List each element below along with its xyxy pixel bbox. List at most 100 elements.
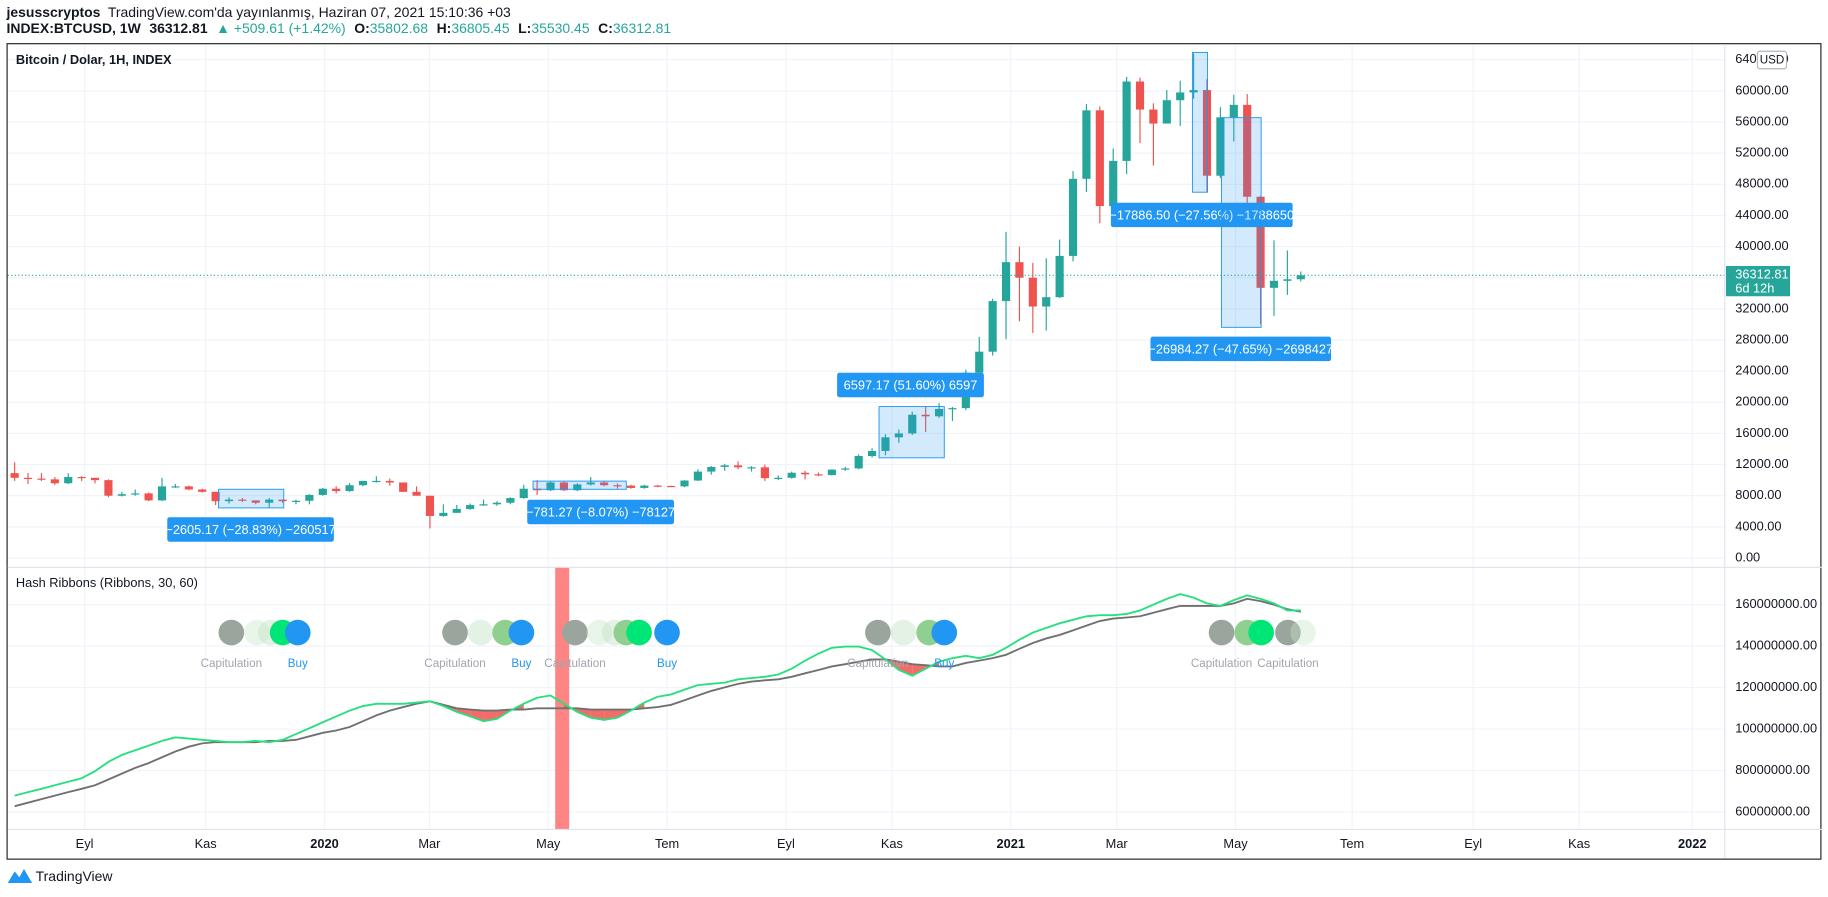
signal-dot — [1275, 619, 1301, 646]
candle-body — [1283, 279, 1292, 281]
candle-body — [278, 499, 287, 502]
signal-dot — [508, 619, 535, 646]
ohlc-label: C: — [598, 20, 613, 36]
x-tick-label: May — [536, 836, 561, 851]
candle-body — [318, 488, 327, 495]
candle-body — [1042, 297, 1051, 307]
candle-body — [144, 493, 153, 501]
candle-body — [251, 500, 260, 503]
measure-label-box — [837, 372, 984, 398]
candle-body — [332, 488, 341, 492]
candle-body — [1149, 109, 1158, 124]
candle-body — [600, 482, 609, 486]
low-value: 35530.45 — [531, 20, 589, 36]
candle-body — [385, 480, 394, 483]
currency-label: USD — [1760, 54, 1785, 67]
candle-body — [881, 437, 890, 451]
signal-label: Buy — [934, 657, 954, 670]
indicator-title: Hash Ribbons (Ribbons, 30, 60) — [16, 575, 198, 590]
candle-body — [399, 482, 408, 492]
candle-body — [1068, 178, 1078, 256]
candle-body — [934, 408, 944, 417]
candle-body — [305, 494, 314, 501]
signal-dot — [654, 619, 680, 646]
candle-body — [948, 408, 957, 410]
signal-dot — [1290, 619, 1316, 646]
signal-label: Capitulation — [424, 657, 485, 670]
signal-band — [555, 567, 570, 830]
candle-body — [1296, 275, 1305, 280]
currency-badge — [1756, 50, 1788, 70]
candle-body — [626, 485, 635, 488]
candle-body — [131, 493, 140, 495]
candle-body — [814, 474, 823, 476]
measure-label-box — [167, 517, 334, 542]
candle-body — [452, 508, 461, 513]
candle-body — [23, 477, 33, 479]
candle-body — [801, 472, 810, 475]
x-tick-label: Eyl — [76, 836, 94, 851]
signal-dot — [467, 619, 494, 646]
signal-label: Capitulation — [847, 657, 908, 670]
y-tick-label: 60000000.00 — [1735, 803, 1810, 818]
candle-body — [90, 477, 100, 481]
candle-body — [586, 482, 595, 485]
ribbon-line — [14, 593, 1301, 797]
candle-body — [787, 472, 796, 478]
candle-body — [640, 485, 649, 488]
price-label-box — [1725, 265, 1791, 297]
x-tick-label: 2021 — [996, 836, 1024, 851]
signal-dot — [218, 619, 245, 646]
x-tick-label: Tem — [1340, 836, 1364, 851]
candle-body — [1176, 92, 1185, 101]
x-tick-label: 2022 — [1678, 836, 1706, 851]
open-value: 35802.68 — [370, 20, 428, 36]
y-tick-label: 24000.00 — [1735, 363, 1788, 378]
x-tick-label: Eyl — [1464, 836, 1482, 851]
candle-body — [171, 486, 180, 488]
signal-label: Buy — [288, 657, 308, 670]
y-tick-label: 100000000.00 — [1735, 720, 1817, 735]
measure-label: −26984.27 (−47.65%) −2698427 — [1148, 341, 1333, 356]
candle-body — [198, 489, 207, 492]
candle-body — [1202, 90, 1212, 176]
candle-body — [1095, 110, 1104, 207]
candle-body — [667, 485, 676, 488]
y-tick-label: 60000.00 — [1735, 82, 1788, 97]
candle-body — [1256, 196, 1265, 288]
y-tick-label: 8000.00 — [1735, 487, 1781, 502]
measure-box — [1191, 51, 1209, 193]
candle-body — [1269, 280, 1279, 288]
y-tick-label: 120000000.00 — [1735, 679, 1817, 694]
candle-body — [466, 505, 475, 509]
signal-label: Capitulation — [201, 657, 262, 670]
candle-body — [546, 482, 555, 491]
candle-body — [693, 471, 702, 481]
signal-dot — [890, 619, 917, 646]
ribbon-fill — [898, 661, 913, 676]
ohlc-label: O: — [354, 20, 370, 36]
x-tick-label: Kas — [195, 836, 217, 851]
candle-body — [1229, 104, 1238, 118]
logo-icon — [7, 869, 33, 884]
candle-body — [988, 301, 997, 352]
symbol: INDEX:BTCUSD, 1W — [7, 20, 142, 36]
candle-body — [854, 456, 863, 469]
signal-label: Capitulation — [1257, 657, 1318, 670]
y-tick-label: 40000.00 — [1735, 238, 1788, 253]
candle-body — [908, 414, 917, 434]
candle-body — [653, 485, 662, 487]
measure-label: −17886.50 (−27.56%) −1788650 — [1109, 207, 1294, 222]
candle-body — [519, 488, 528, 499]
candle-body — [265, 499, 274, 503]
last-price: 36312.81 — [149, 20, 207, 36]
footer-logo: TradingView — [7, 868, 113, 884]
price-label: 36312.81 — [1735, 267, 1788, 282]
measure-box — [218, 488, 285, 509]
y-tick-label: 160000000.00 — [1735, 596, 1817, 611]
signal-label: Buy — [657, 657, 677, 670]
x-tick-label: Tem — [655, 836, 679, 851]
candle-body — [1135, 81, 1145, 110]
candle-body — [720, 465, 729, 467]
signal-dot — [284, 619, 311, 646]
